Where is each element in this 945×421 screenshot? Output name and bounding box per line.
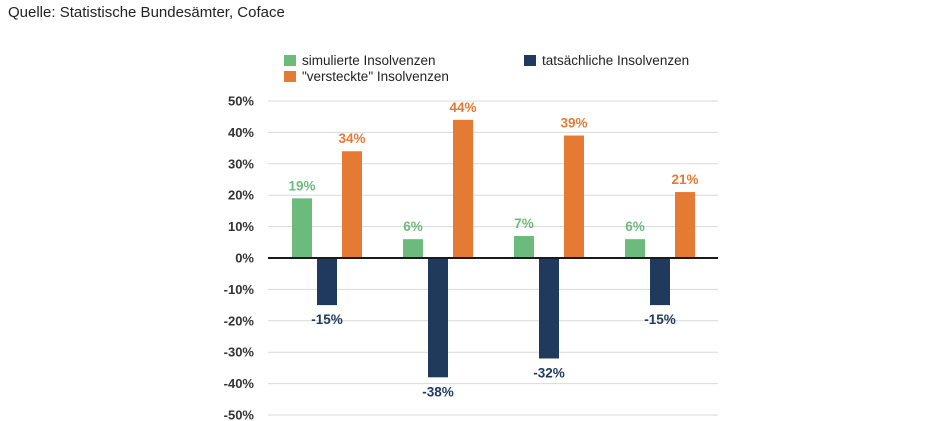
data-label-actual-3: -32% bbox=[533, 365, 565, 380]
y-tick-label: 20% bbox=[228, 188, 254, 203]
bar-hidden-2 bbox=[453, 119, 473, 258]
legend-swatch-actual bbox=[524, 55, 536, 66]
data-label-hidden-1: 34% bbox=[338, 131, 365, 146]
bar-simulated-3 bbox=[514, 236, 534, 258]
bar-hidden-4 bbox=[675, 192, 695, 258]
legend-label-simulated: simulierte Insolvenzen bbox=[302, 53, 436, 68]
y-tick-label: -30% bbox=[224, 345, 255, 360]
data-label-simulated-4: 6% bbox=[625, 219, 645, 234]
y-tick-label: 50% bbox=[228, 94, 254, 109]
data-label-hidden-3: 39% bbox=[560, 116, 587, 131]
legend-swatch-hidden bbox=[284, 71, 296, 82]
data-label-simulated-2: 6% bbox=[403, 219, 423, 234]
data-label-simulated-3: 7% bbox=[514, 216, 534, 231]
y-tick-label: 10% bbox=[228, 219, 254, 234]
bar-hidden-3 bbox=[564, 135, 584, 258]
bars bbox=[292, 119, 695, 378]
bar-actual-1 bbox=[317, 258, 337, 306]
bar-simulated-2 bbox=[403, 239, 423, 258]
bar-actual-4 bbox=[650, 258, 670, 306]
y-tick-label: 0% bbox=[235, 251, 254, 266]
y-tick-label: 40% bbox=[228, 125, 254, 140]
source-note: Quelle: Statistische Bundesämter, Coface bbox=[8, 4, 285, 21]
y-tick-label: -20% bbox=[224, 313, 255, 328]
legend-label-hidden: "versteckte" Insolvenzen bbox=[302, 69, 449, 84]
bar-hidden-1 bbox=[342, 151, 362, 258]
data-label-actual-1: -15% bbox=[311, 312, 343, 327]
y-tick-label: 30% bbox=[228, 156, 254, 171]
bar-simulated-4 bbox=[625, 239, 645, 258]
data-labels: 19% 6% 7% 6% -15% -38% -32% -15% 34% 44% 39% 21% bbox=[288, 100, 698, 399]
y-tick-label: -50% bbox=[224, 408, 255, 421]
legend-label-actual: tatsächliche Insolvenzen bbox=[542, 53, 689, 68]
data-label-hidden-2: 44% bbox=[449, 100, 476, 115]
data-label-actual-2: -38% bbox=[422, 384, 454, 399]
data-label-simulated-1: 19% bbox=[288, 178, 315, 193]
bar-actual-2 bbox=[428, 258, 448, 378]
data-label-hidden-4: 21% bbox=[671, 172, 698, 187]
legend-swatch-simulated bbox=[284, 55, 296, 66]
y-axis-tick-labels: 50% 40% 30% 20% 10% 0% -10% -20% -30% -40% -50% bbox=[224, 94, 255, 421]
legend: simulierte Insolvenzen tatsächliche Insol… bbox=[284, 53, 689, 84]
gridlines bbox=[268, 100, 718, 416]
y-tick-label: -10% bbox=[224, 282, 255, 297]
bar-actual-3 bbox=[539, 258, 559, 359]
y-tick-label: -40% bbox=[224, 376, 255, 391]
bar-simulated-1 bbox=[292, 198, 312, 258]
data-label-actual-4: -15% bbox=[644, 312, 676, 327]
